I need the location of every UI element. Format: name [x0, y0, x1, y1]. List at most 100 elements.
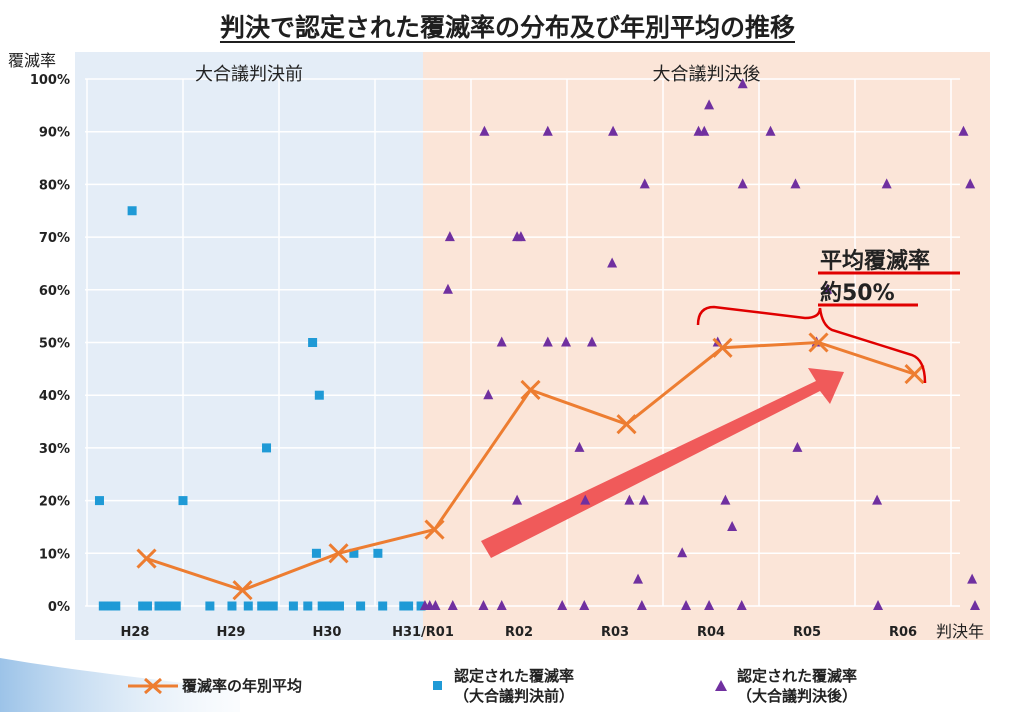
legend-average: 覆滅率の年別平均 — [128, 663, 302, 709]
triangle-marker — [704, 99, 715, 110]
y-tick-label: 30% — [39, 442, 70, 457]
period-panel-2 — [423, 52, 990, 640]
triangle-marker — [639, 178, 650, 189]
trend-arrow-shape — [481, 368, 844, 558]
bracket-path — [696, 305, 927, 384]
average-x-marker — [232, 580, 253, 601]
triangle-marker — [580, 494, 591, 505]
annotation-line2: 約50% — [820, 280, 895, 306]
legend-before-line1: 認定された覆滅率 — [454, 667, 575, 685]
square-marker — [178, 496, 188, 506]
legend-after-line1: 認定された覆滅率 — [737, 667, 858, 685]
triangle-marker — [557, 600, 568, 610]
square-marker — [227, 601, 237, 611]
y-tick-label: 20% — [39, 495, 70, 510]
square-marker — [311, 548, 321, 558]
triangle-marker — [496, 600, 507, 610]
triangle-marker — [579, 600, 590, 610]
y-tick-label: 80% — [39, 178, 70, 193]
square-marker — [330, 601, 340, 611]
square-marker — [171, 601, 181, 611]
x-tick-label: H28 — [121, 625, 150, 640]
triangle-marker — [607, 257, 618, 268]
triangle-marker — [586, 336, 597, 347]
triangle-marker — [822, 283, 833, 294]
triangle-marker — [965, 178, 976, 189]
legend-before-line2: （大合議判決前） — [454, 687, 575, 705]
triangle-marker — [496, 336, 507, 347]
triangle-marker — [736, 600, 747, 610]
triangle-marker — [442, 283, 453, 294]
square-marker — [161, 601, 171, 611]
triangle-marker — [636, 600, 647, 610]
average-x-marker — [616, 414, 637, 435]
triangle-marker — [430, 600, 441, 610]
triangle-marker — [704, 600, 715, 610]
triangle-marker — [699, 125, 710, 136]
square-marker — [416, 601, 426, 611]
triangle-marker — [483, 389, 494, 400]
square-marker — [94, 496, 104, 506]
triangle-marker — [677, 547, 688, 558]
square-marker — [349, 548, 359, 558]
square-marker — [325, 601, 335, 611]
triangle-marker — [958, 125, 969, 136]
y-tick-label: 70% — [39, 231, 70, 246]
y-tick-label: 90% — [39, 126, 70, 141]
x-tick-label: R02 — [505, 625, 533, 640]
legend-after: 認定された覆滅率 （大合議判決後） — [713, 663, 857, 709]
chart-title: 判決で認定された覆滅率の分布及び年別平均の推移 — [0, 8, 1015, 44]
square-marker — [303, 601, 313, 611]
y-tick-label: 0% — [48, 600, 70, 615]
series-before-markers — [94, 206, 426, 611]
triangle-marker — [737, 178, 748, 189]
y-axis-label: 覆滅率 — [8, 51, 56, 70]
legend-average-label: 覆滅率の年別平均 — [182, 677, 303, 695]
triangle-marker — [478, 600, 489, 610]
triangle-marker — [633, 573, 644, 584]
period-label-2: 大合議判決後 — [653, 64, 761, 85]
y-tick-label: 40% — [39, 389, 70, 404]
triangle-marker — [681, 600, 692, 610]
legend-square-swatch — [433, 681, 442, 690]
triangle-marker — [765, 125, 776, 136]
average-x-marker — [328, 543, 349, 564]
period-panel-1 — [75, 52, 423, 640]
average-x-marker — [424, 519, 445, 540]
x-tick-label: R04 — [697, 625, 725, 640]
average-x-marker — [136, 548, 157, 569]
triangle-marker — [727, 520, 738, 531]
square-marker — [166, 601, 176, 611]
triangle-marker — [479, 125, 490, 136]
x-tick-label: H31/R01 — [392, 625, 454, 640]
period-panels — [75, 52, 990, 640]
square-marker — [334, 601, 344, 611]
square-marker — [308, 338, 318, 347]
square-marker — [268, 601, 278, 611]
y-tick-labels: 0% 10% 20% 30% 40% 50% 60% 70% 80% 90% 100% — [30, 73, 70, 615]
x-tick-label: R05 — [793, 625, 821, 640]
triangle-marker — [447, 600, 458, 610]
legend-average-swatch — [128, 677, 178, 695]
square-marker — [404, 601, 414, 611]
square-marker — [373, 548, 383, 558]
x-tick-label: H30 — [313, 625, 342, 640]
triangle-marker — [574, 441, 585, 452]
triangle-marker — [881, 178, 892, 189]
y-tick-label: 60% — [39, 284, 70, 299]
triangle-marker — [515, 231, 526, 242]
square-marker — [288, 601, 298, 611]
triangle-marker — [872, 494, 883, 505]
triangle-marker — [792, 441, 803, 452]
square-marker — [154, 601, 164, 611]
x-tick-labels: H28 H29 H30 H31/R01 R02 R03 R04 R05 R06 — [121, 625, 918, 640]
square-marker — [138, 601, 148, 611]
square-marker — [378, 601, 388, 611]
average-x-marker — [904, 364, 925, 385]
legend-after-line2: （大合議判決後） — [737, 687, 858, 705]
legend-before: 認定された覆滅率 （大合議判決前） — [430, 663, 574, 709]
period-label-1: 大合議判決前 — [195, 64, 303, 85]
period-labels: 大合議判決前 大合議判決後 — [195, 64, 761, 85]
triangle-marker — [873, 600, 884, 610]
square-marker — [314, 390, 324, 400]
